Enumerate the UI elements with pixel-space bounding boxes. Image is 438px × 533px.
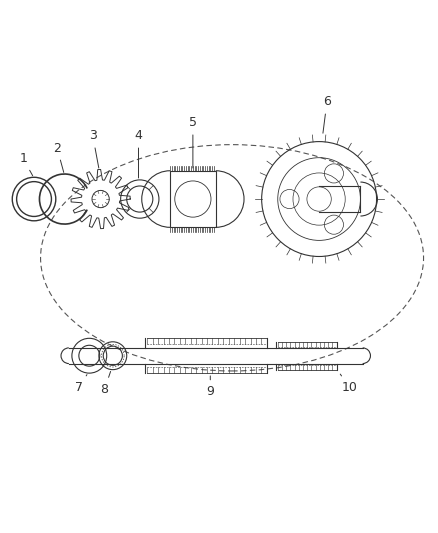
Text: 3: 3 — [89, 130, 99, 168]
Text: 4: 4 — [134, 130, 142, 178]
Text: 8: 8 — [101, 372, 111, 395]
Text: 10: 10 — [340, 374, 357, 394]
Text: 7: 7 — [75, 375, 87, 394]
Text: 6: 6 — [323, 95, 331, 133]
Text: 2: 2 — [53, 142, 64, 172]
Bar — [170, 171, 216, 228]
Text: 1: 1 — [19, 152, 33, 176]
Text: 9: 9 — [206, 376, 214, 398]
Text: 5: 5 — [189, 116, 197, 168]
